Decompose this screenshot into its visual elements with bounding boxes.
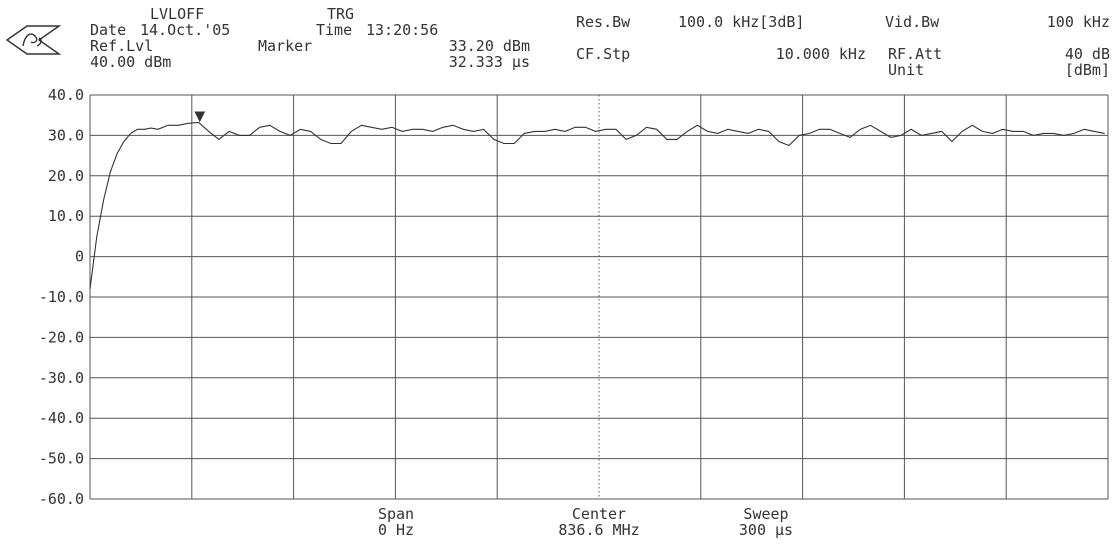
y-tick-label: -50.0 <box>39 450 84 468</box>
span-label: Span <box>377 505 415 523</box>
marker-level: 33.20 dBm <box>448 37 530 55</box>
marker-symbol: ▼ <box>194 108 205 124</box>
y-tick-label: 0 <box>75 248 84 266</box>
plot-grid <box>89 94 1109 500</box>
y-tick-label: -20.0 <box>39 328 84 346</box>
unit-value: [dBm] <box>1064 61 1110 79</box>
sweep-label: Sweep <box>743 505 789 523</box>
y-tick-label: 10.0 <box>48 207 84 225</box>
y-tick-label: 40.0 <box>48 86 84 104</box>
marker-time: 32.333 µs <box>448 53 530 71</box>
sweep-value: 300 µs <box>738 521 794 539</box>
trace-line <box>89 121 1105 289</box>
rohde-schwarz-logo <box>5 25 61 55</box>
res-bw-value: 100.0 kHz[3dB] <box>678 13 805 31</box>
unit-label: Unit <box>888 61 925 79</box>
cf-step-label: CF.Stp <box>576 45 631 63</box>
rf-att-value: 40 dB <box>1064 45 1110 63</box>
center-value: 836.6 MHz <box>558 521 640 539</box>
y-tick-label: -30.0 <box>39 369 84 387</box>
trg-indicator: TRG <box>327 5 355 23</box>
rf-att-label: RF.Att <box>888 45 943 63</box>
center-label: Center <box>571 505 627 523</box>
marker-label: Marker <box>258 37 313 55</box>
y-axis-ticks: 40.0 30.0 20.0 10.0 0 -10.0 -20.0 -30.0 -40.0 -50… <box>39 86 84 508</box>
res-bw-label: Res.Bw <box>576 13 631 31</box>
y-tick-label: -10.0 <box>39 288 84 306</box>
y-tick-label: -40.0 <box>39 409 84 427</box>
span-value: 0 Hz <box>377 521 415 539</box>
y-tick-label: -60.0 <box>39 490 84 508</box>
ref-level-value: 40.00 dBm <box>90 53 172 71</box>
vid-bw-label: Vid.Bw <box>885 13 940 31</box>
date-label: Date <box>90 21 127 39</box>
date-value: 14.Oct.'05 <box>140 21 231 39</box>
time-label: Time <box>316 21 353 39</box>
lvloff-indicator: LVLOFF <box>150 5 205 23</box>
cf-step-value: 10.000 kHz <box>775 45 866 63</box>
ref-level-label: Ref.Lvl <box>90 37 154 55</box>
vid-bw-value: 100 kHz <box>1046 13 1110 31</box>
y-tick-label: 20.0 <box>48 167 84 185</box>
y-tick-label: 30.0 <box>48 126 84 144</box>
time-value: 13:20:56 <box>366 21 439 39</box>
